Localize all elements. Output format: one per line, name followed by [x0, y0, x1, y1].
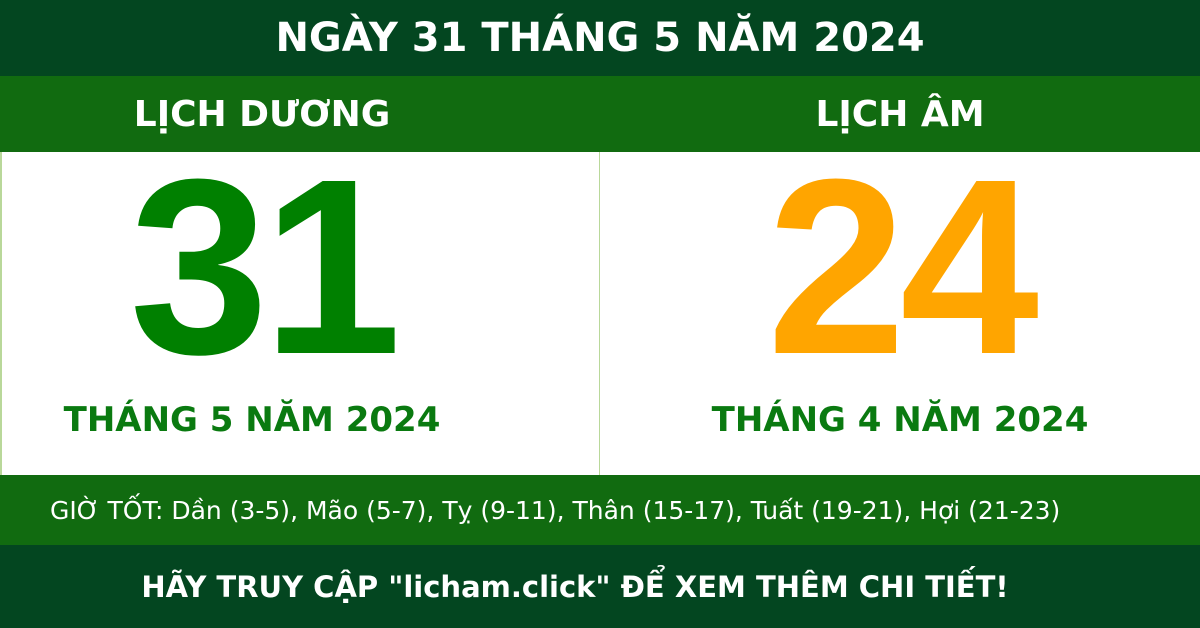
footer-cta: HÃY TRUY CẬP "licham.click" ĐỂ XEM THÊM … [0, 545, 1200, 628]
solar-day: 31 [129, 127, 401, 406]
lunar-calendar-label: LỊCH ÂM [815, 93, 985, 135]
page-title: NGÀY 31 THÁNG 5 NĂM 2024 [0, 0, 1200, 76]
lunar-day: 24 [766, 127, 1039, 406]
good-hours: GIỜ TỐT: Dần (3-5), Mão (5-7), Tỵ (9-11)… [0, 475, 1200, 545]
calendar-headers: LỊCH DƯƠNG LỊCH ÂM [0, 76, 1200, 152]
lunar-month-year: THÁNG 4 NĂM 2024 [711, 400, 1089, 440]
solar-panel: 31 THÁNG 5 NĂM 2024 [0, 142, 600, 475]
solar-month-year: THÁNG 5 NĂM 2024 [63, 400, 441, 440]
calendar-body: 31 THÁNG 5 NĂM 2024 24 THÁNG 4 NĂM 2024 [0, 142, 1200, 475]
lunar-panel: 24 THÁNG 4 NĂM 2024 [600, 142, 1200, 475]
solar-calendar-label: LỊCH DƯƠNG [133, 93, 391, 135]
